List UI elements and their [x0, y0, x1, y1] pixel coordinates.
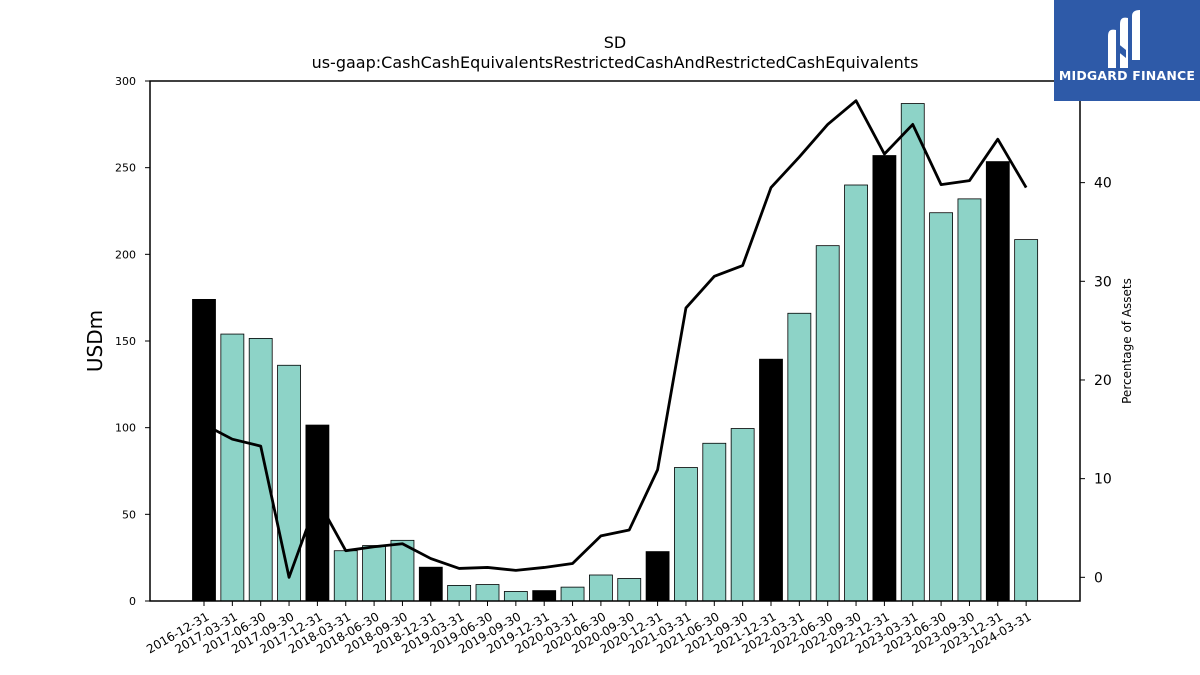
bar-2018-12-31	[418, 566, 443, 602]
logo-text: MIDGARD FINANCE	[1058, 68, 1196, 83]
bar-2024-03-31	[1014, 239, 1039, 602]
bar-2023-09-30	[957, 198, 982, 602]
y2-tick-label: 40	[1094, 176, 1112, 192]
bar-2019-12-31	[532, 590, 557, 602]
bar-2023-03-31	[900, 103, 925, 602]
y2-tick-label: 30	[1094, 274, 1112, 290]
y-tick-label: 100	[115, 422, 136, 435]
bar-2023-12-31	[985, 161, 1010, 602]
bar-2020-12-31	[645, 551, 670, 602]
bar-2019-03-31	[447, 585, 472, 602]
bar-2021-09-30	[730, 428, 755, 602]
y2-tick-label: 0	[1094, 570, 1103, 586]
bar-2020-03-31	[560, 586, 585, 602]
chart-subtitle: us-gaap:CashCashEquivalentsRestrictedCas…	[312, 53, 919, 72]
bar-2017-03-31	[220, 333, 245, 602]
y-tick-label: 50	[122, 508, 136, 521]
bar-2017-06-30	[248, 337, 273, 602]
percentage-line	[203, 99, 1028, 579]
bar-2021-06-30	[702, 442, 727, 602]
bar-2016-12-31	[192, 298, 216, 602]
bar-2017-09-30	[277, 364, 301, 602]
y-axis-label: USDm	[83, 310, 107, 372]
bar-2019-06-30	[475, 584, 500, 602]
bar-2019-09-30	[503, 591, 528, 602]
y2-tick-label: 10	[1094, 472, 1112, 488]
bars-group	[192, 103, 1039, 602]
y2-axis-label: Percentage of Assets	[1120, 278, 1134, 404]
bar-2020-06-30	[589, 574, 613, 602]
bar-2021-03-31	[674, 467, 698, 602]
y-tick-label: 250	[115, 162, 136, 175]
bar-2020-09-30	[617, 578, 642, 602]
bar-2018-03-31	[333, 550, 358, 602]
y-tick-label: 200	[115, 248, 136, 261]
chart-title: SD	[604, 33, 626, 52]
bar-2023-06-30	[929, 212, 953, 602]
bar-2021-12-31	[759, 358, 783, 602]
bar-2022-06-30	[815, 245, 840, 602]
y2-tick-label: 20	[1094, 373, 1112, 389]
y-tick-label: 300	[115, 75, 136, 88]
line-group	[203, 99, 1028, 579]
logo-mark-icon	[1108, 10, 1140, 68]
bar-2018-06-30	[362, 545, 387, 602]
y-tick-label: 150	[115, 335, 136, 348]
y-tick-label: 0	[129, 595, 136, 608]
brand-logo: MIDGARD FINANCE	[1054, 0, 1200, 101]
bar-2022-09-30	[844, 184, 868, 602]
bar-2022-03-31	[787, 312, 812, 602]
bar-2022-12-31	[872, 155, 897, 602]
